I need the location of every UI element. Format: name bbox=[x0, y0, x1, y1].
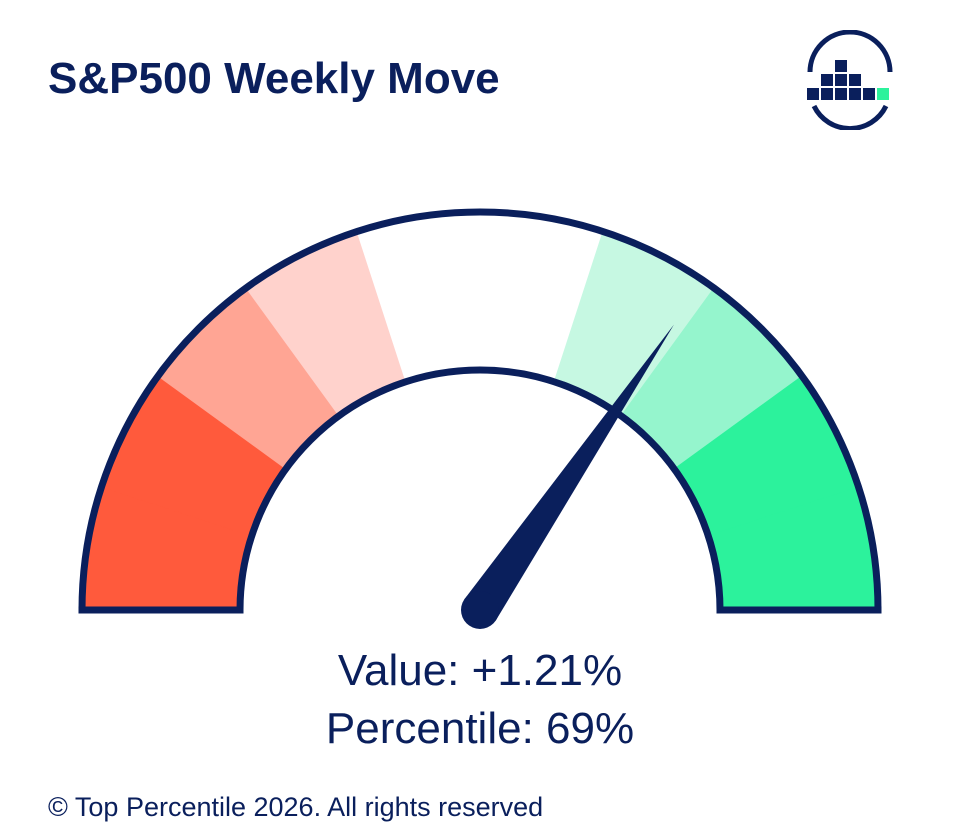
bar-chart-circle-logo bbox=[807, 30, 893, 130]
gauge-needle bbox=[461, 324, 674, 629]
gauge-inner-arc bbox=[236, 366, 724, 611]
gauge-outline bbox=[78, 208, 882, 614]
needle-hub bbox=[461, 591, 499, 629]
value-readout: Value: +1.21% bbox=[337, 646, 623, 695]
chart-title: S&P500 Weekly Move bbox=[48, 54, 500, 103]
gauge-bands bbox=[81, 211, 879, 611]
copyright-footer: © Top Percentile 2026. All rights reserv… bbox=[48, 792, 544, 822]
needle-pointer bbox=[464, 324, 674, 621]
gauge-outer-arc bbox=[78, 208, 882, 611]
percentile-readout: Percentile: 69% bbox=[325, 704, 635, 753]
